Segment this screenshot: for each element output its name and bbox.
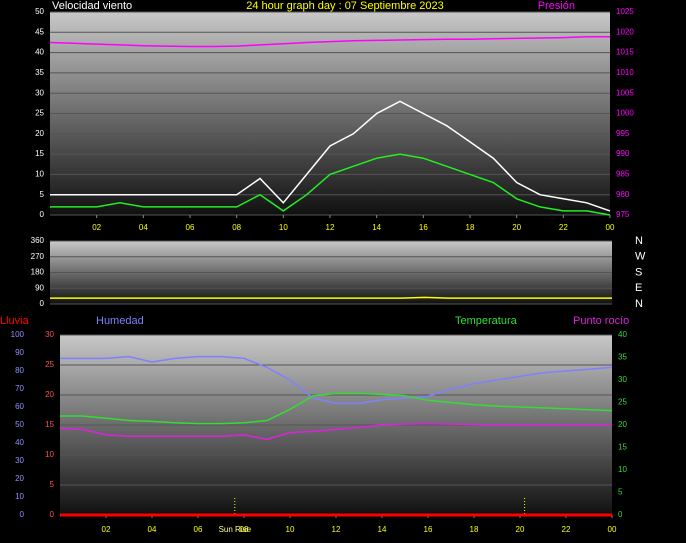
y3-tick-label: 80 bbox=[15, 366, 24, 375]
y3-tick-label: 50 bbox=[15, 420, 24, 429]
y-tick-label: 90 bbox=[35, 283, 44, 292]
x-tick-label: 02 bbox=[102, 525, 111, 534]
series-line bbox=[50, 153, 611, 216]
y3-tick-label: 40 bbox=[15, 438, 24, 447]
y3-tick-label: 60 bbox=[15, 402, 24, 411]
y2-tick-label: 1005 bbox=[616, 88, 634, 97]
y2-tick-label: 25 bbox=[618, 398, 627, 407]
y-tick-label: 180 bbox=[31, 268, 45, 277]
y-tick-label: 5 bbox=[40, 190, 45, 199]
y2-tick-label: S bbox=[635, 266, 642, 278]
y2-tick-label: W bbox=[635, 251, 646, 263]
y2-tick-label: 20 bbox=[618, 420, 627, 429]
y2-tick-label: 990 bbox=[616, 149, 630, 158]
y2-tick-label: 995 bbox=[616, 129, 630, 138]
y2-tick-label: 975 bbox=[616, 210, 630, 219]
y2-tick-label: 5 bbox=[618, 488, 623, 497]
x-tick-label: 00 bbox=[608, 525, 617, 534]
y2-tick-label: 1015 bbox=[616, 48, 634, 57]
x-tick-label: 14 bbox=[372, 223, 381, 232]
series-line bbox=[49, 36, 610, 48]
y-tick-label: 30 bbox=[45, 330, 54, 339]
y-tick-label: 360 bbox=[31, 236, 45, 245]
x-tick-label: 10 bbox=[279, 223, 288, 232]
y2-tick-label: 980 bbox=[616, 190, 630, 199]
x-tick-label: 08 bbox=[240, 525, 249, 534]
y2-tick-label: 1010 bbox=[616, 68, 634, 77]
y-tick-label: 50 bbox=[35, 7, 44, 16]
x-tick-label: 18 bbox=[466, 223, 475, 232]
x-tick-label: 12 bbox=[326, 223, 335, 232]
y-tick-label: 10 bbox=[35, 170, 44, 179]
x-tick-label: 18 bbox=[470, 525, 479, 534]
y3-tick-label: 100 bbox=[11, 330, 25, 339]
series-line bbox=[50, 296, 612, 299]
x-tick-label: 02 bbox=[92, 223, 101, 232]
y2-tick-label: N bbox=[635, 298, 643, 310]
legend-label: Punto rocío bbox=[573, 315, 629, 327]
y3-tick-label: 0 bbox=[20, 510, 25, 519]
y2-tick-label: 35 bbox=[618, 353, 627, 362]
y-tick-label: 0 bbox=[40, 299, 45, 308]
y-axis-label: Velocidad viento bbox=[52, 0, 132, 12]
x-tick-label: 22 bbox=[562, 525, 571, 534]
legend-label: Humedad bbox=[96, 315, 144, 327]
x-tick-label: 16 bbox=[424, 525, 433, 534]
y2-tick-label: 15 bbox=[618, 443, 627, 452]
legend-label: Lluvia bbox=[0, 315, 30, 327]
y2-tick-label: 40 bbox=[618, 330, 627, 339]
x-tick-label: 06 bbox=[186, 223, 195, 232]
y-tick-label: 30 bbox=[35, 88, 44, 97]
y-tick-label: 45 bbox=[35, 27, 44, 36]
y-tick-label: 0 bbox=[50, 510, 55, 519]
y-tick-label: 40 bbox=[35, 48, 44, 57]
x-tick-label: 00 bbox=[606, 223, 615, 232]
x-tick-label: 20 bbox=[516, 525, 525, 534]
x-tick-label: 12 bbox=[332, 525, 341, 534]
y-tick-label: 15 bbox=[45, 420, 54, 429]
series-line bbox=[60, 392, 613, 425]
x-tick-label: 16 bbox=[419, 223, 428, 232]
y2-tick-label: 1000 bbox=[616, 109, 634, 118]
y-tick-label: 10 bbox=[45, 450, 54, 459]
series-line bbox=[59, 422, 612, 441]
y-tick-label: 35 bbox=[35, 68, 44, 77]
y2-tick-label: N bbox=[635, 235, 643, 247]
y2-tick-label: E bbox=[635, 282, 642, 294]
y3-tick-label: 70 bbox=[15, 384, 24, 393]
y-tick-label: 5 bbox=[50, 480, 55, 489]
y2-tick-label: 0 bbox=[618, 510, 623, 519]
y-tick-label: 20 bbox=[35, 129, 44, 138]
y2-tick-label: 30 bbox=[618, 375, 627, 384]
x-tick-label: 06 bbox=[194, 525, 203, 534]
x-tick-label: 10 bbox=[286, 525, 295, 534]
y-tick-label: 0 bbox=[40, 210, 45, 219]
y2-tick-label: 10 bbox=[618, 465, 627, 474]
x-tick-label: 08 bbox=[232, 223, 241, 232]
annotation: Sun Rise bbox=[219, 525, 252, 534]
x-tick-label: 14 bbox=[378, 525, 387, 534]
x-tick-label: 22 bbox=[559, 223, 568, 232]
y3-tick-label: 10 bbox=[15, 492, 24, 501]
y-tick-label: 25 bbox=[45, 360, 54, 369]
x-tick-label: 04 bbox=[148, 525, 157, 534]
y-tick-label: 25 bbox=[35, 109, 44, 118]
series-line bbox=[60, 355, 613, 405]
y2-tick-label: 985 bbox=[616, 170, 630, 179]
y-tick-label: 15 bbox=[35, 149, 44, 158]
y2-tick-label: 1025 bbox=[616, 7, 634, 16]
y3-tick-label: 30 bbox=[15, 456, 24, 465]
legend-label: Temperatura bbox=[455, 315, 518, 327]
x-tick-label: 20 bbox=[512, 223, 521, 232]
chart-title: 24 hour graph day : 07 Septiembre 2023 bbox=[246, 0, 444, 12]
y-tick-label: 270 bbox=[31, 252, 45, 261]
x-tick-label: 04 bbox=[139, 223, 148, 232]
y2-tick-label: 1020 bbox=[616, 27, 634, 36]
series-line bbox=[50, 100, 611, 212]
y-tick-label: 20 bbox=[45, 390, 54, 399]
y2-axis-label: Presión bbox=[538, 0, 575, 12]
y3-tick-label: 90 bbox=[15, 348, 24, 357]
y3-tick-label: 20 bbox=[15, 474, 24, 483]
